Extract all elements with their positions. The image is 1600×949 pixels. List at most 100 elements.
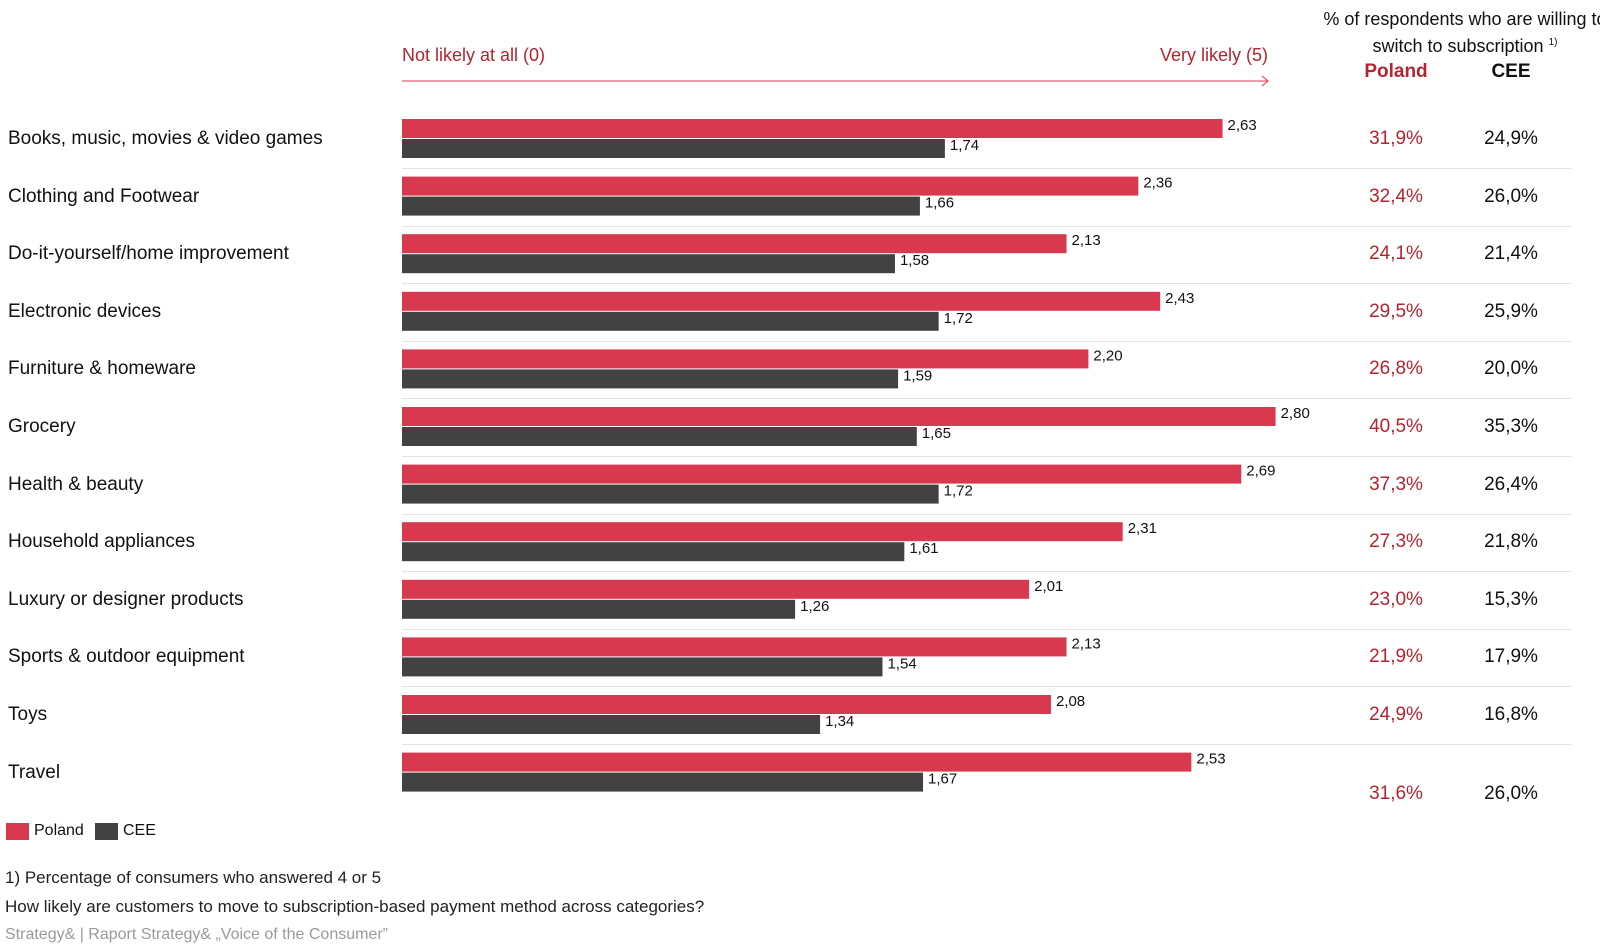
legend-label-cee: CEE xyxy=(123,822,156,839)
row-separator xyxy=(402,398,1572,400)
row-separator xyxy=(402,513,1572,515)
bar-value-label: 1,58 xyxy=(900,252,929,269)
willing-cee-value: 15,3% xyxy=(1484,588,1538,610)
willing-poland-value: 26,8% xyxy=(1369,358,1423,380)
category-label: Household appliances xyxy=(8,531,195,553)
bar-value-label: 2,20 xyxy=(1093,347,1122,364)
bar-poland-6 xyxy=(402,464,1242,484)
legend-label-poland: Poland xyxy=(34,822,84,839)
willing-poland-value: 21,9% xyxy=(1369,646,1423,668)
category-label: Toys xyxy=(8,704,48,725)
legend-swatch-cee xyxy=(95,823,118,840)
bar-poland-8 xyxy=(402,579,1030,599)
bar-value-label: 1,61 xyxy=(909,540,938,557)
footnote: 1) Percentage of consumers who answered … xyxy=(5,868,382,887)
category-label: Travel xyxy=(8,761,61,783)
bar-value-label: 2,69 xyxy=(1246,463,1275,480)
willing-poland-value: 31,9% xyxy=(1369,128,1423,149)
bar-value-label: 1,66 xyxy=(925,195,954,212)
bar-poland-7 xyxy=(402,522,1123,542)
bar-value-label: 1,26 xyxy=(800,598,829,615)
bar-poland-9 xyxy=(402,637,1067,657)
column-cee-header: CEE xyxy=(1491,61,1531,82)
willing-cee-value: 21,4% xyxy=(1484,243,1538,265)
willing-poland-value: 31,6% xyxy=(1369,782,1423,804)
category-label: Sports & outdoor equipment xyxy=(8,646,245,668)
willing-cee-value: 20,0% xyxy=(1484,358,1538,380)
willing-cee-value: 26,4% xyxy=(1484,473,1538,495)
category-label: Clothing and Footwear xyxy=(8,185,200,207)
willing-poland-value: 24,9% xyxy=(1369,704,1423,725)
bar-value-label: 2,63 xyxy=(1228,117,1257,134)
category-label: Furniture & homeware xyxy=(8,358,196,380)
bar-cee-9 xyxy=(402,657,883,677)
bar-value-label: 2,31 xyxy=(1128,520,1157,537)
bar-value-label: 1,59 xyxy=(903,367,932,384)
willing-poland-value: 32,4% xyxy=(1369,185,1423,207)
bar-cee-10 xyxy=(402,715,821,734)
bar-cee-6 xyxy=(402,484,939,504)
row-separator xyxy=(402,686,1572,688)
bar-cee-1 xyxy=(402,196,920,216)
category-label: Luxury or designer products xyxy=(8,588,244,610)
bar-poland-10 xyxy=(402,695,1051,714)
willing-cee-value: 24,9% xyxy=(1484,128,1538,149)
willing-cee-value: 26,0% xyxy=(1484,782,1538,804)
willing-poland-value: 23,0% xyxy=(1369,588,1423,610)
bar-cee-8 xyxy=(402,599,796,619)
willing-column-header: % of respondents who are willing to swit… xyxy=(1305,8,1600,58)
willing-cee-value: 35,3% xyxy=(1484,416,1538,437)
willing-column-header-text: % of respondents who are willing to swit… xyxy=(1323,9,1600,56)
category-label: Do-it-yourself/home improvement xyxy=(8,243,289,265)
bar-value-label: 2,43 xyxy=(1165,290,1194,307)
willing-poland-value: 37,3% xyxy=(1369,473,1423,495)
row-separator xyxy=(402,456,1572,457)
willing-poland-value: 24,1% xyxy=(1369,243,1423,265)
willing-cee-value: 26,0% xyxy=(1484,185,1538,207)
footnote-marker: 1) xyxy=(1548,37,1558,48)
bar-cee-7 xyxy=(402,542,905,562)
row-separator xyxy=(402,225,1572,227)
willing-poland-value: 29,5% xyxy=(1369,300,1423,322)
bar-poland-3 xyxy=(402,291,1161,311)
row-separator xyxy=(402,744,1572,745)
row-separator xyxy=(402,168,1572,169)
row-separator xyxy=(402,571,1572,573)
category-label: Books, music, movies & video games xyxy=(8,128,323,149)
bar-value-label: 2,53 xyxy=(1196,751,1225,768)
bar-poland-1 xyxy=(402,176,1139,196)
bar-value-label: 2,01 xyxy=(1034,578,1063,595)
willing-poland-value: 27,3% xyxy=(1369,531,1423,553)
bar-value-label: 2,13 xyxy=(1072,635,1101,652)
category-label: Electronic devices xyxy=(8,300,162,322)
bar-value-label: 1,34 xyxy=(825,713,854,730)
bar-value-label: 1,54 xyxy=(887,655,916,672)
column-poland-header: Poland xyxy=(1364,61,1428,82)
scale-right-label: Very likely (5) xyxy=(1160,45,1269,65)
bar-value-label: 2,08 xyxy=(1056,693,1085,710)
source-note: Strategy& | Raport Strategy& „Voice of t… xyxy=(5,926,388,943)
bar-value-label: 1,65 xyxy=(922,425,951,442)
bar-value-label: 2,80 xyxy=(1281,405,1310,422)
bar-cee-4 xyxy=(402,369,899,389)
bar-value-label: 2,36 xyxy=(1143,175,1172,192)
survey-question: How likely are customers to move to subs… xyxy=(5,897,705,916)
row-separator xyxy=(402,628,1572,630)
bar-value-label: 1,72 xyxy=(944,310,973,327)
row-separator xyxy=(402,283,1572,285)
bar-cee-0 xyxy=(402,139,945,158)
bar-value-label: 1,74 xyxy=(950,137,979,154)
willing-cee-value: 21,8% xyxy=(1484,531,1538,553)
legend-swatch-poland xyxy=(6,823,29,840)
bar-value-label: 2,13 xyxy=(1072,232,1101,249)
bar-poland-11 xyxy=(402,752,1192,772)
willing-poland-value: 40,5% xyxy=(1369,416,1423,437)
category-label: Grocery xyxy=(8,416,76,437)
willing-cee-value: 25,9% xyxy=(1484,300,1538,322)
bar-poland-0 xyxy=(402,119,1223,138)
bar-value-label: 1,67 xyxy=(928,771,957,788)
bar-cee-5 xyxy=(402,427,917,446)
bar-cee-2 xyxy=(402,254,895,274)
bar-poland-2 xyxy=(402,234,1067,254)
